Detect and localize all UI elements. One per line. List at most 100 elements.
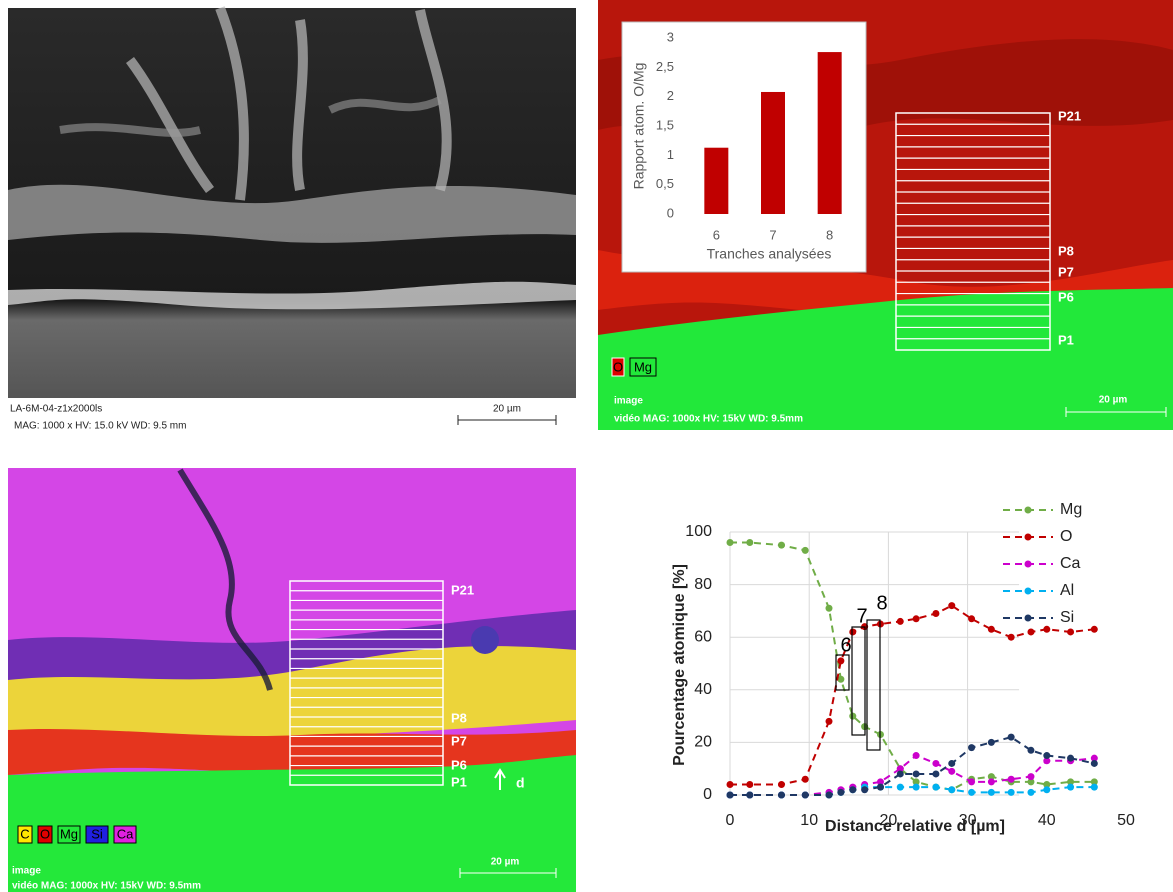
- scale-bar: [457, 415, 557, 425]
- data-point: [1027, 778, 1035, 786]
- legend-label: Si: [1060, 609, 1074, 626]
- slice-label: P21: [451, 582, 474, 597]
- data-point: [948, 759, 956, 767]
- y-tick-label: 80: [694, 576, 712, 593]
- x-tick-label: 6: [713, 227, 720, 242]
- legend-swatch: [611, 357, 625, 377]
- data-point: [896, 770, 904, 778]
- legend-swatch: [17, 825, 33, 844]
- legend-swatch: [57, 825, 81, 844]
- data-point: [1090, 754, 1098, 762]
- data-point: [849, 712, 857, 720]
- x-tick-label: 0: [726, 812, 735, 829]
- data-point: [968, 744, 976, 752]
- data-point: [876, 778, 884, 786]
- legend-marker: [1024, 587, 1032, 595]
- x-tick-label: 50: [1117, 812, 1135, 829]
- data-point: [968, 615, 976, 623]
- data-point: [968, 788, 976, 796]
- image-info: vidéo MAG: 1000x HV: 15kV WD: 9.5mm: [614, 414, 803, 425]
- data-point: [746, 780, 754, 788]
- data-point: [948, 767, 956, 775]
- data-point: [1027, 773, 1035, 781]
- data-point: [726, 791, 734, 799]
- data-point: [876, 783, 884, 791]
- legend-marker: [1024, 560, 1032, 568]
- data-point: [932, 759, 940, 767]
- bar: [817, 52, 842, 214]
- legend-label: Ca: [1060, 555, 1081, 572]
- y-tick-label: 3: [667, 29, 674, 44]
- data-point: [1067, 628, 1075, 636]
- image-caption: image: [614, 396, 643, 407]
- legend-label: Si: [91, 826, 103, 841]
- image-info: MAG: 1000 x HV: 15.0 kV WD: 9.5 mm: [14, 421, 186, 432]
- data-point: [896, 765, 904, 773]
- data-point: [912, 752, 920, 760]
- data-point: [1007, 633, 1015, 641]
- data-point: [912, 778, 920, 786]
- series-line: [730, 736, 1095, 796]
- data-point: [987, 788, 995, 796]
- data-point: [1027, 628, 1035, 636]
- slice-frame: [895, 112, 1051, 351]
- data-point: [896, 783, 904, 791]
- legend-marker: [1024, 506, 1032, 514]
- data-point: [987, 773, 995, 781]
- slice-label: P8: [1058, 243, 1074, 258]
- x-tick-label: 7: [769, 227, 776, 242]
- data-point: [1043, 786, 1051, 794]
- annotation-label: 6: [840, 634, 851, 656]
- y-tick-label: 0: [667, 205, 674, 220]
- y-tick-label: 2,5: [656, 59, 674, 74]
- data-point: [987, 625, 995, 633]
- data-point: [1043, 757, 1051, 765]
- bar: [704, 147, 729, 214]
- data-point: [801, 775, 809, 783]
- scale-label: 20 µm: [491, 857, 520, 868]
- inset-chart: 0 0,5 1 1,5 2 2,5 3 6 7 8 Tranches analysées Rappor…: [631, 29, 842, 262]
- data-point: [932, 610, 940, 618]
- bar: [761, 91, 785, 214]
- data-point: [912, 770, 920, 778]
- data-point: [861, 786, 869, 794]
- y-tick-label: 0: [703, 786, 712, 803]
- data-point: [1090, 759, 1098, 767]
- data-point: [912, 615, 920, 623]
- data-point: [1007, 788, 1015, 796]
- slice-label: P21: [1058, 108, 1081, 123]
- data-point: [948, 786, 956, 794]
- direction-arrow: [494, 768, 506, 790]
- image-caption: image: [12, 866, 41, 877]
- legend-marker: [1024, 614, 1032, 622]
- y-tick-label: 0,5: [656, 176, 674, 191]
- slice-label: P1: [451, 774, 467, 789]
- x-tick-label: 20: [880, 812, 898, 829]
- data-point: [932, 770, 940, 778]
- data-point: [837, 675, 845, 683]
- y-tick-label: 1: [667, 147, 674, 162]
- legend-swatch: [113, 825, 137, 844]
- data-point: [1043, 625, 1051, 633]
- x-tick-label: 40: [1038, 812, 1056, 829]
- slice-label: P1: [1058, 332, 1074, 347]
- line-chart: 0 20 40 60 80 100 0 10 20 30 40 50 Distance relative…: [671, 501, 1135, 835]
- data-point: [777, 780, 785, 788]
- legend-label: Al: [1060, 582, 1074, 599]
- annotation-box: [835, 654, 850, 691]
- scale-bar: [459, 868, 557, 878]
- data-point: [837, 657, 845, 665]
- y-tick-label: 100: [685, 523, 712, 540]
- image-info: vidéo MAG: 1000x HV: 15kV WD: 9.5mm: [12, 881, 201, 892]
- data-point: [1007, 733, 1015, 741]
- data-point: [1090, 783, 1098, 791]
- annotation-label: 8: [876, 592, 887, 614]
- y-axis-title: Pourcentage atomique [%]: [671, 564, 688, 766]
- data-point: [932, 783, 940, 791]
- series-line: [730, 604, 1095, 786]
- data-point: [837, 788, 845, 796]
- series-line: [730, 754, 1095, 796]
- y-tick-label: 2: [667, 88, 674, 103]
- map-legend: C O Mg Si Ca: [17, 825, 137, 844]
